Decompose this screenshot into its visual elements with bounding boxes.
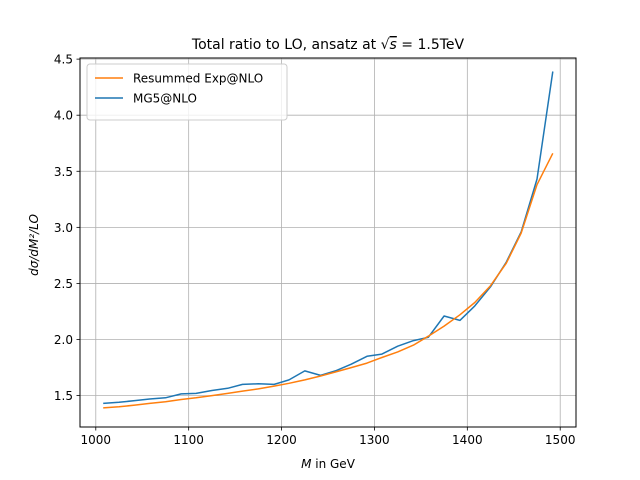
x-tick-label: 1100	[173, 433, 204, 447]
x-tick-label: 1500	[545, 433, 576, 447]
tick-labels: 1000 1100 1200 1300 1400 1500 1.5 2.0 2.5 3.0 3.5 4…	[54, 53, 576, 447]
legend-label: Resummed Exp@NLO	[133, 72, 263, 86]
y-tick-label: 2.0	[54, 333, 73, 347]
ticks	[76, 58, 561, 431]
y-tick-label: 4.5	[54, 53, 73, 67]
legend-label: MG5@NLO	[133, 92, 197, 106]
chart-title-suffix: = 1.5TeV	[397, 37, 465, 53]
x-axis-label: M in GeV	[301, 457, 356, 471]
legend-box	[86, 63, 288, 121]
series-layer	[103, 71, 554, 409]
series-line-mg5-nlo	[103, 71, 554, 405]
y-tick-label: 4.0	[54, 109, 73, 123]
y-tick-label: 1.5	[54, 389, 73, 403]
plot-frame	[79, 57, 577, 428]
chart-title: Total ratio to LO, ansatz at √s = 1.5TeV	[191, 37, 465, 53]
x-tick-label: 1400	[452, 433, 483, 447]
x-axis-label-var: M	[301, 457, 312, 471]
x-tick-label: 1200	[266, 433, 297, 447]
chart-title-sqrt-var: s	[390, 37, 397, 53]
x-tick-label: 1300	[359, 433, 390, 447]
x-tick-label: 1000	[81, 433, 112, 447]
y-tick-label: 2.5	[54, 277, 73, 291]
sqrt-symbol: √	[381, 37, 390, 53]
chart-title-prefix: Total ratio to LO, ansatz at	[191, 37, 381, 53]
y-axis-label: dσ/dM²/LO	[27, 214, 41, 276]
legend: Resummed Exp@NLO MG5@NLO	[86, 63, 288, 121]
x-axis-label-rest: in GeV	[311, 457, 355, 471]
series-line-resummed-exp-nlo	[103, 152, 554, 409]
y-tick-label: 3.5	[54, 165, 73, 179]
y-tick-label: 3.0	[54, 221, 73, 235]
